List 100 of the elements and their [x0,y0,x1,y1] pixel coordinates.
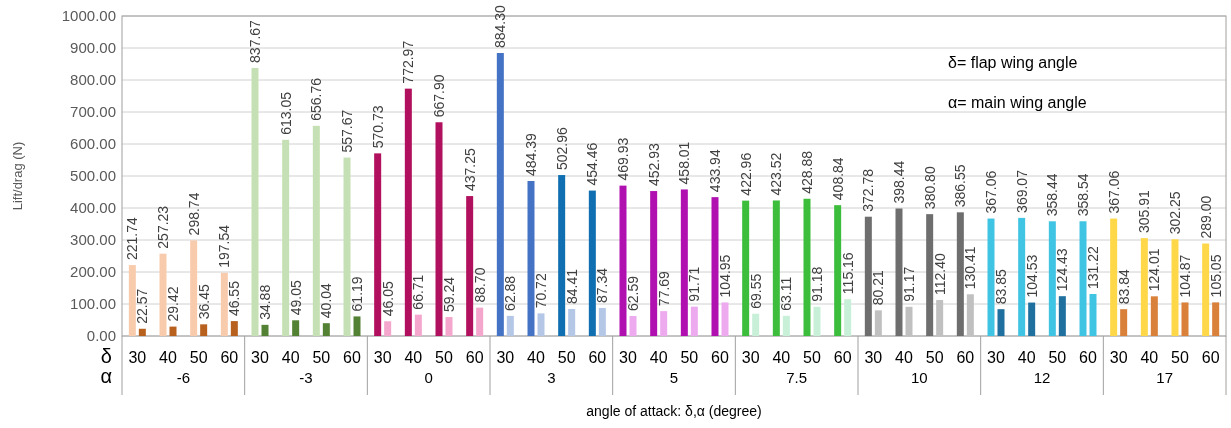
y-tick-label: 500.00 [70,167,116,185]
bar [782,315,790,336]
bar [905,306,913,336]
bar [680,189,688,336]
bar [138,328,146,336]
data-label: 59.24 [441,276,457,313]
x-tick-label: 40 [1017,349,1036,366]
data-label: 469.93 [615,137,631,181]
data-label: 124.43 [1054,248,1071,292]
bar [772,200,780,336]
bar [476,307,484,336]
data-label: 91.18 [809,266,825,302]
x-tick-label: 30 [1109,349,1128,366]
bar [466,196,474,336]
text: 3 [547,369,556,386]
bar [353,316,361,336]
y-tick-label: 100.00 [70,295,116,313]
data-label: 367.06 [983,170,999,214]
y-axis-title: Lift/drag (N) [10,141,25,211]
bar [169,326,177,336]
bar [292,320,300,336]
bar [1212,302,1220,336]
x-tick-label: 60 [465,349,484,366]
bar [200,324,208,336]
bar [1140,238,1148,336]
y-tick-label: 600.00 [70,135,116,153]
x-tick-label: 60 [588,349,607,366]
data-label: 66.71 [410,274,427,310]
data-label: 380.80 [921,166,938,210]
x-tick-label: 50 [1171,349,1189,366]
text: 10 [910,369,928,386]
bar [690,306,698,336]
annotation: δ= flap wing angle [948,54,1078,71]
data-label: 423.52 [768,152,785,196]
y-tick-label: 700.00 [70,103,116,121]
x-tick-label: 60 [343,349,361,366]
data-label: 88.70 [471,267,488,303]
data-label: 398.44 [891,160,907,204]
x-tick-label: 40 [404,349,423,366]
data-label: 428.88 [799,150,815,194]
bar [435,122,443,336]
data-label: 87.34 [594,267,611,304]
bar [598,308,606,336]
text: 17 [1156,369,1174,386]
bar [128,265,136,336]
x-tick-label: 40 [649,349,668,366]
data-label: 70.72 [533,273,549,309]
bar [343,157,351,336]
bar [803,198,811,336]
bar [1181,302,1189,336]
bar [1048,221,1056,336]
bar [813,306,821,336]
bar [384,321,392,336]
data-label: 302.25 [1167,191,1183,235]
data-label: 46.05 [379,281,396,317]
data-label: 130.41 [962,246,979,290]
data-label: 34.88 [257,284,273,320]
x-tick-label: 30 [864,349,883,366]
bar [568,308,576,336]
x-tick-label: 60 [220,349,239,366]
data-label: 124.01 [1146,248,1163,292]
data-label: 115.16 [839,252,856,295]
bar [322,323,330,336]
bar [1120,309,1128,336]
data-label: 104.53 [1023,254,1040,298]
data-label: 83.84 [1115,268,1132,305]
x-tick-label: 50 [557,349,576,366]
data-label: 22.57 [134,288,151,324]
bar [1079,221,1087,336]
bar [650,191,658,336]
data-label: 69.55 [747,273,764,309]
data-label: 458.01 [676,141,693,185]
data-label: 367.06 [1105,170,1122,214]
data-label: 49.05 [287,280,304,316]
x-tick-label: 50 [312,349,331,366]
x-tick-label: 60 [1079,349,1097,366]
text: -3 [299,369,313,386]
x-tick-label: 40 [772,349,791,366]
data-label: 452.93 [645,143,662,187]
data-label: 84.41 [563,268,580,304]
data-label: 91.71 [686,266,703,302]
bar [414,314,422,336]
data-label: 29.42 [165,286,181,322]
x-tick-label: 30 [496,349,515,366]
bar [1110,218,1118,336]
bar [1028,302,1036,336]
bar [619,185,627,336]
x-tick-label: 60 [711,349,729,366]
bar [558,175,566,336]
data-label: 305.91 [1136,190,1153,234]
x-tick-label: 40 [527,349,545,366]
x-tick-label: 40 [281,349,300,366]
data-label: 557.67 [339,109,355,153]
data-label: 570.73 [369,105,386,149]
y-tick-label: 1000.00 [61,7,116,25]
x-tick-label: 30 [373,349,392,366]
bar [1018,217,1026,336]
x-tick-label: 40 [895,349,913,366]
data-label: 105.05 [1207,254,1224,298]
bar [752,313,760,336]
